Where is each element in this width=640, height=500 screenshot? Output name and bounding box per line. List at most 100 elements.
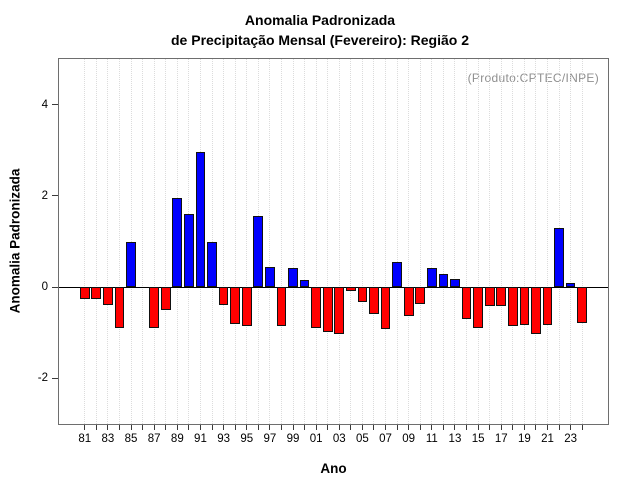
year-gridline — [304, 59, 306, 424]
bar-88 — [160, 287, 171, 310]
x-tick-label: 83 — [101, 433, 115, 445]
source-annotation: (Produto:CPTEC/INPE) — [467, 71, 599, 85]
x-tick-label: 97 — [263, 433, 277, 445]
y-tick-label: 4 — [41, 98, 48, 111]
x-tick — [523, 425, 525, 430]
bar-87 — [149, 287, 160, 328]
x-tick-label: 13 — [448, 433, 462, 445]
x-tick — [327, 425, 329, 430]
x-tick — [211, 425, 213, 430]
year-gridline — [165, 59, 167, 424]
x-tick — [118, 425, 120, 430]
x-tick — [396, 425, 398, 430]
bar-13 — [450, 278, 460, 288]
y-tick-label: 2 — [41, 189, 48, 202]
bar-03 — [334, 287, 345, 334]
x-tick — [223, 425, 225, 430]
year-gridline — [292, 59, 294, 424]
bar-15 — [473, 287, 483, 328]
x-tick — [338, 425, 340, 430]
x-tick — [142, 425, 144, 430]
x-tick-label: 23 — [564, 433, 578, 445]
x-tick — [199, 425, 201, 430]
x-tick — [419, 425, 421, 430]
bar-89 — [172, 198, 183, 288]
x-tick — [165, 425, 167, 430]
year-gridline — [95, 59, 97, 424]
bar-18 — [507, 287, 518, 326]
bar-90 — [184, 214, 194, 288]
bar-10 — [415, 287, 426, 305]
x-tick-label: 89 — [170, 433, 184, 445]
x-tick-label: 09 — [402, 433, 416, 445]
x-tick-label: 03 — [332, 433, 346, 445]
bar-14 — [461, 287, 472, 319]
bar-92 — [207, 241, 217, 288]
bar-93 — [218, 287, 229, 306]
bar-12 — [438, 273, 449, 288]
x-axis-title: Ano — [320, 461, 347, 476]
x-tick — [350, 425, 352, 430]
bar-08 — [392, 262, 402, 288]
chart-title-line1: Anomalia Padronizada — [244, 12, 396, 28]
x-tick — [512, 425, 514, 430]
x-tick — [442, 425, 444, 430]
year-gridline — [523, 59, 525, 424]
x-tick — [500, 425, 502, 430]
x-tick — [95, 425, 97, 430]
year-gridline — [547, 59, 548, 424]
y-tick-label: -2 — [37, 372, 48, 385]
x-tick — [257, 425, 259, 430]
year-gridline — [466, 59, 468, 424]
x-tick — [558, 425, 560, 430]
x-tick-label: 21 — [541, 433, 554, 445]
year-gridline — [315, 59, 317, 424]
y-tick — [52, 377, 58, 379]
bar-99 — [288, 267, 298, 288]
bar-85 — [126, 241, 136, 288]
x-tick — [431, 425, 433, 430]
bar-22 — [554, 227, 564, 288]
x-tick-label: 99 — [286, 433, 300, 445]
year-gridline — [246, 59, 248, 424]
year-gridline — [118, 59, 120, 424]
x-tick-label: 19 — [517, 433, 531, 445]
bar-20 — [531, 287, 541, 334]
x-tick-label: 85 — [124, 433, 138, 445]
year-gridline — [361, 59, 363, 424]
x-tick — [361, 425, 363, 430]
x-tick — [489, 425, 491, 430]
y-tick — [52, 286, 58, 288]
bar-19 — [519, 287, 530, 325]
year-gridline — [234, 59, 236, 424]
x-tick — [246, 425, 248, 430]
x-tick-label: 05 — [356, 433, 369, 445]
x-tick — [315, 425, 317, 430]
bar-81 — [79, 287, 90, 300]
bar-23 — [565, 283, 576, 288]
bar-98 — [276, 287, 287, 327]
bar-02 — [322, 287, 333, 332]
bar-24 — [577, 287, 588, 323]
year-gridline — [373, 59, 375, 424]
year-gridline — [223, 59, 225, 424]
year-gridline — [338, 59, 340, 424]
year-gridline — [512, 59, 514, 424]
x-tick-label: 15 — [471, 433, 485, 445]
x-tick-label: 95 — [240, 433, 254, 445]
year-gridline — [396, 59, 398, 424]
bar-17 — [496, 287, 507, 306]
x-tick-label: 07 — [379, 433, 392, 445]
year-gridline — [327, 59, 329, 424]
year-gridline — [419, 59, 421, 424]
x-tick-label: 17 — [494, 433, 508, 445]
year-gridline — [153, 59, 155, 424]
x-tick — [477, 425, 479, 430]
bar-82 — [91, 287, 102, 299]
year-gridline — [211, 59, 213, 424]
chart-title: Anomalia Padronizada de Precipitação Men… — [0, 10, 640, 50]
bar-07 — [380, 287, 391, 330]
year-gridline — [142, 59, 144, 424]
bar-00 — [299, 280, 310, 288]
x-tick — [408, 425, 410, 430]
